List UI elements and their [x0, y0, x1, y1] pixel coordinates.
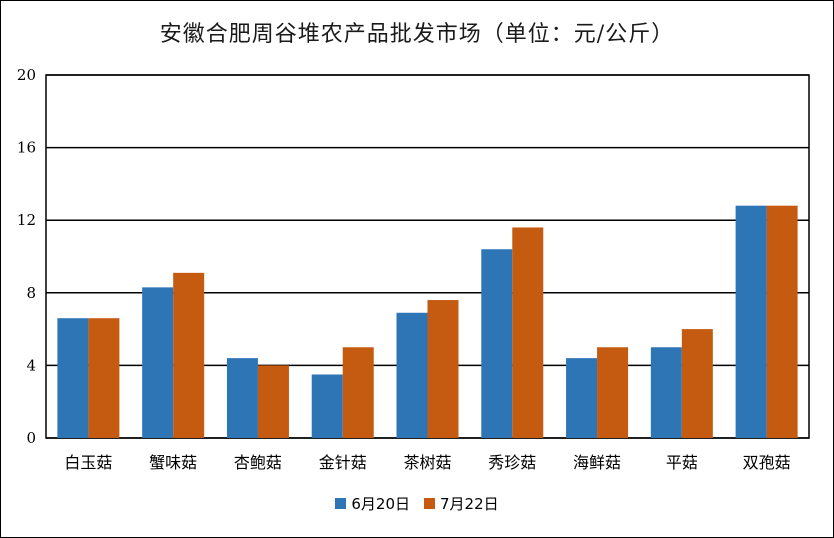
x-tick-label: 白玉菇 — [64, 453, 112, 472]
x-tick-label: 杏鲍菇 — [234, 453, 282, 472]
x-tick-label: 茶树菇 — [403, 453, 451, 472]
x-tick-labels: 白玉菇 蟹味菇 杏鲍菇 金针菇 茶树菇 秀珍菇 海鲜菇 平菇 双孢菇 — [64, 453, 790, 472]
legend-item-series-0: 6月20日 — [335, 493, 410, 514]
bar-金针菇-series-1 — [342, 347, 374, 438]
bar-海鲜菇-series-0 — [566, 358, 598, 438]
y-tick-label: 0 — [26, 429, 36, 447]
bar-杏鲍菇-series-0 — [226, 358, 258, 438]
y-tick-label: 8 — [26, 284, 36, 302]
legend-label-series-0: 6月20日 — [351, 495, 410, 513]
y-tick-label: 16 — [17, 139, 36, 157]
x-tick-label: 秀珍菇 — [488, 453, 536, 472]
legend: 6月20日 7月22日 — [0, 493, 834, 514]
x-tick-label: 平菇 — [666, 453, 698, 472]
legend-swatch-series-1 — [424, 498, 435, 509]
y-tick-label: 12 — [17, 211, 36, 229]
bar-蟹味菇-series-1 — [173, 272, 205, 438]
bar-秀珍菇-series-1 — [512, 227, 544, 438]
bar-茶树菇-series-1 — [427, 300, 459, 438]
x-tick-label: 海鲜菇 — [573, 453, 621, 472]
x-tick-label: 双孢菇 — [743, 453, 791, 472]
bar-蟹味菇-series-0 — [142, 287, 174, 438]
bar-双孢菇-series-0 — [735, 205, 767, 438]
chart-title: 安徽合肥周谷堆农产品批发市场（单位：元/公斤） — [159, 22, 675, 47]
bar-秀珍菇-series-0 — [481, 249, 513, 438]
x-tick-label: 金针菇 — [319, 453, 367, 472]
legend-label-series-1: 7月22日 — [440, 495, 499, 513]
bar-平菇-series-1 — [681, 329, 713, 438]
bar-金针菇-series-0 — [311, 374, 343, 438]
legend-swatch-series-0 — [335, 498, 347, 509]
y-tick-labels: 0 4 8 12 16 20 — [17, 66, 36, 447]
bar-白玉菇-series-0 — [57, 318, 89, 438]
bars — [57, 205, 798, 438]
bar-平菇-series-0 — [650, 347, 682, 438]
bar-杏鲍菇-series-1 — [257, 365, 289, 438]
y-tick-label: 4 — [26, 356, 36, 374]
legend-item-series-1: 7月22日 — [424, 493, 499, 514]
bar-白玉菇-series-1 — [88, 318, 120, 438]
bar-海鲜菇-series-1 — [597, 347, 629, 438]
bar-茶树菇-series-0 — [396, 312, 428, 438]
bar-双孢菇-series-1 — [766, 205, 798, 438]
y-tick-label: 20 — [17, 66, 36, 84]
x-tick-label: 蟹味菇 — [149, 453, 197, 472]
